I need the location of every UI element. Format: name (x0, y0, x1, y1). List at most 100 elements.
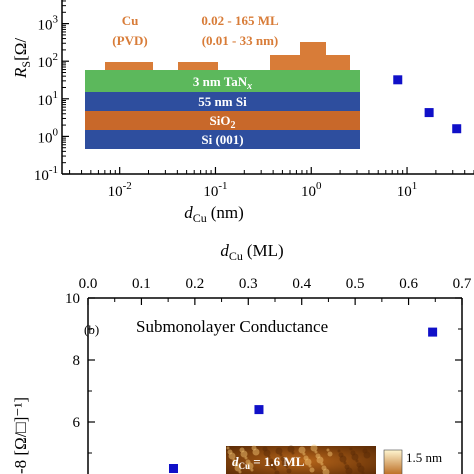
afm-grain (287, 445, 295, 453)
bottom-top-tick-label: 0.0 (79, 276, 98, 292)
afm-grain (240, 450, 248, 458)
afm-grain (250, 468, 254, 472)
top-ylabel-unit: [Ω/ (11, 38, 30, 61)
bottom-y-tick-label: 6 (73, 415, 81, 431)
afm-grain (310, 444, 318, 452)
panel-label-b: (b) (84, 322, 99, 337)
bottom-y-axis-label: -8 [Ω/□]⁻¹] (11, 397, 30, 474)
afm-grain (351, 453, 359, 461)
afm-grain (308, 464, 312, 468)
top-data-point (424, 108, 434, 118)
bottom-data-point (428, 327, 438, 337)
afm-grain (228, 452, 236, 460)
bottom-title: Submonolayer Conductance (136, 317, 328, 336)
cu-island (270, 42, 350, 70)
afm-grain (234, 464, 242, 472)
cu-island (105, 62, 153, 70)
afm-grain (285, 465, 289, 469)
bottom-top-axis-label: dCu (ML) (220, 241, 283, 263)
bottom-data-point (168, 464, 178, 473)
bottom-top-tick-label: 0.3 (239, 276, 258, 292)
layer-rect (85, 92, 360, 111)
afm-grain (252, 448, 260, 456)
bottom-top-tick-label: 0.2 (185, 276, 204, 292)
afm-grain (304, 458, 312, 466)
afm-grain (302, 452, 306, 456)
bottom-data-points (168, 327, 438, 473)
svg-text:RS[Ω/: RS[Ω/ (11, 38, 33, 79)
layer-label: Si (001) (201, 132, 243, 147)
afm-grain (226, 446, 230, 450)
layer-label: 3 nm TaNx (193, 74, 252, 92)
afm-grain (322, 468, 330, 474)
bottom-top-tick-label: 0.5 (346, 276, 365, 292)
cu-island (178, 62, 218, 70)
top-xlabel-main: d (184, 203, 193, 222)
afm-image-inset: dCu = 1.6 ML 1.5 nm (226, 444, 442, 474)
top-x-axis-label: dCu (nm) (184, 203, 244, 225)
colorbar (383, 449, 403, 474)
top-y-axis-label: RS[Ω/ (11, 38, 33, 79)
thickness-range-ml: 0.02 - 165 ML (201, 13, 279, 28)
bottom-top-tick-label: 0.4 (292, 276, 311, 292)
layer-rect (85, 70, 360, 92)
afm-grain (267, 455, 271, 459)
bottom-ticks: 0.0 0.1 0.2 0.3 0.4 0.5 0.6 0.7 6 8 10 (65, 276, 472, 454)
afm-grain (244, 456, 248, 460)
bottom-ylabel-fragment: -8 [Ω/□]⁻¹] (11, 397, 30, 474)
afm-grain (275, 447, 283, 455)
afm-grain (298, 446, 306, 454)
svg-text:dCu(nm): dCu (nm) (184, 203, 244, 225)
afm-grain (286, 468, 292, 474)
top-data-point (393, 75, 403, 85)
thickness-range-nm: (0.01 - 33 nm) (202, 33, 279, 48)
afm-grain (269, 461, 277, 469)
afm-grain (345, 467, 353, 474)
afm-grain (314, 450, 318, 454)
afm-grain (263, 449, 271, 457)
top-data-point (452, 124, 462, 134)
top-x-tick-label: 10-1 (203, 180, 227, 200)
afm-grain (273, 467, 277, 471)
top-y-tick-label: 100 (38, 126, 59, 146)
afm-grain (316, 456, 324, 464)
afm-grain (339, 455, 347, 463)
layer-label: SiO2 (210, 113, 236, 131)
afm-grain (274, 470, 280, 474)
afm-grain (349, 447, 353, 451)
bottom-top-tick-label: 0.6 (399, 276, 418, 292)
afm-grain (232, 458, 236, 462)
afm-grain (327, 451, 333, 457)
cu-label: Cu (122, 13, 139, 28)
afm-grain (246, 462, 254, 470)
afm-grain (320, 462, 324, 466)
top-y-tick-label: 10-1 (34, 164, 58, 184)
bottom-y-tick-label: 10 (65, 291, 80, 307)
top-x-tick-label: 100 (301, 180, 322, 200)
bottom-axis-label-main: d (220, 241, 229, 260)
top-xlabel-sub: Cu (193, 211, 207, 225)
bottom-y-tick-label: 8 (73, 353, 81, 369)
top-ylabel-sub: S (19, 61, 33, 68)
cu-label-pvd: (PVD) (112, 33, 147, 48)
bottom-top-tick-label: 0.7 (453, 276, 472, 292)
afm-grain (279, 453, 283, 457)
afm-grain (326, 448, 330, 452)
colorbar-scale-label: 1.5 nm (406, 450, 442, 465)
bottom-axis-label-unit: (ML) (247, 241, 284, 260)
afm-grain (281, 459, 289, 467)
layer-rect (85, 111, 360, 130)
svg-text:dCu(ML): dCu (ML) (220, 241, 283, 263)
afm-grain (343, 461, 347, 465)
top-data-points (393, 75, 462, 134)
bottom-data-point (254, 405, 264, 415)
afm-grain (357, 465, 365, 473)
top-y-tick-label: 101 (38, 89, 59, 109)
afm-grain (355, 459, 359, 463)
layer-label: 55 nm Si (198, 94, 247, 109)
afm-grain (337, 449, 341, 453)
